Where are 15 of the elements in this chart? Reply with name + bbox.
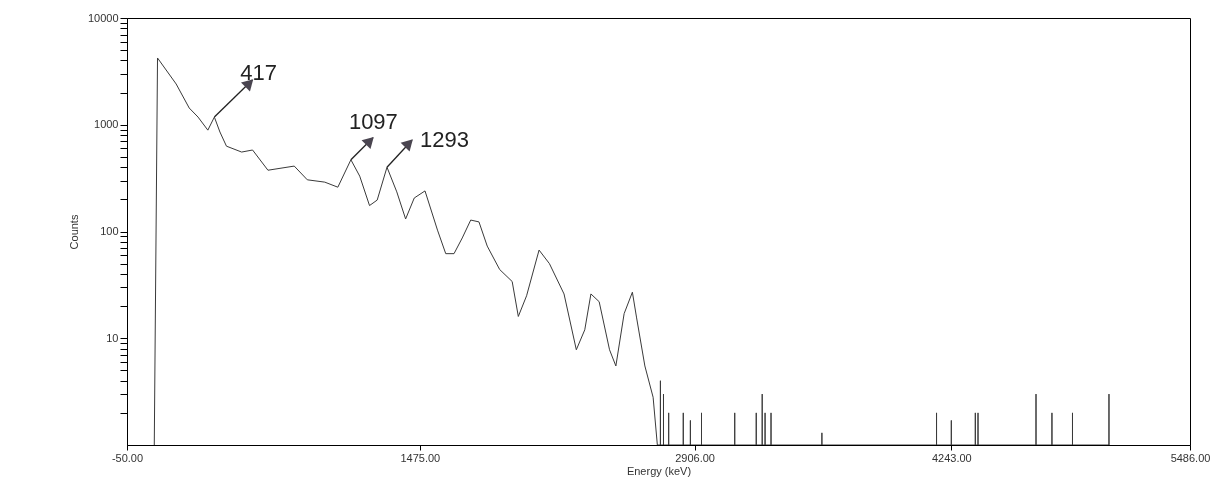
- annotation: 1293: [419, 127, 469, 153]
- x-tick-label: 5486.00: [1170, 451, 1211, 464]
- x-axis-title: Energy (keV): [626, 464, 692, 477]
- annotation: 417: [240, 60, 278, 86]
- x-tick-label: 1475.00: [400, 451, 441, 464]
- annotation: 1097: [348, 108, 398, 134]
- y-tick-label: 1000: [94, 118, 119, 131]
- y-tick-label: 10000: [87, 11, 119, 24]
- y-tick-label: 100: [100, 225, 119, 237]
- x-tick-label: 4243.00: [931, 451, 972, 464]
- y-tick-label: 10: [106, 331, 119, 344]
- line-series: [153, 57, 1110, 445]
- x-tick-label: -50.00: [111, 451, 144, 464]
- y-axis-title: Counts: [67, 214, 80, 250]
- x-tick-label: 2906.00: [675, 451, 715, 464]
